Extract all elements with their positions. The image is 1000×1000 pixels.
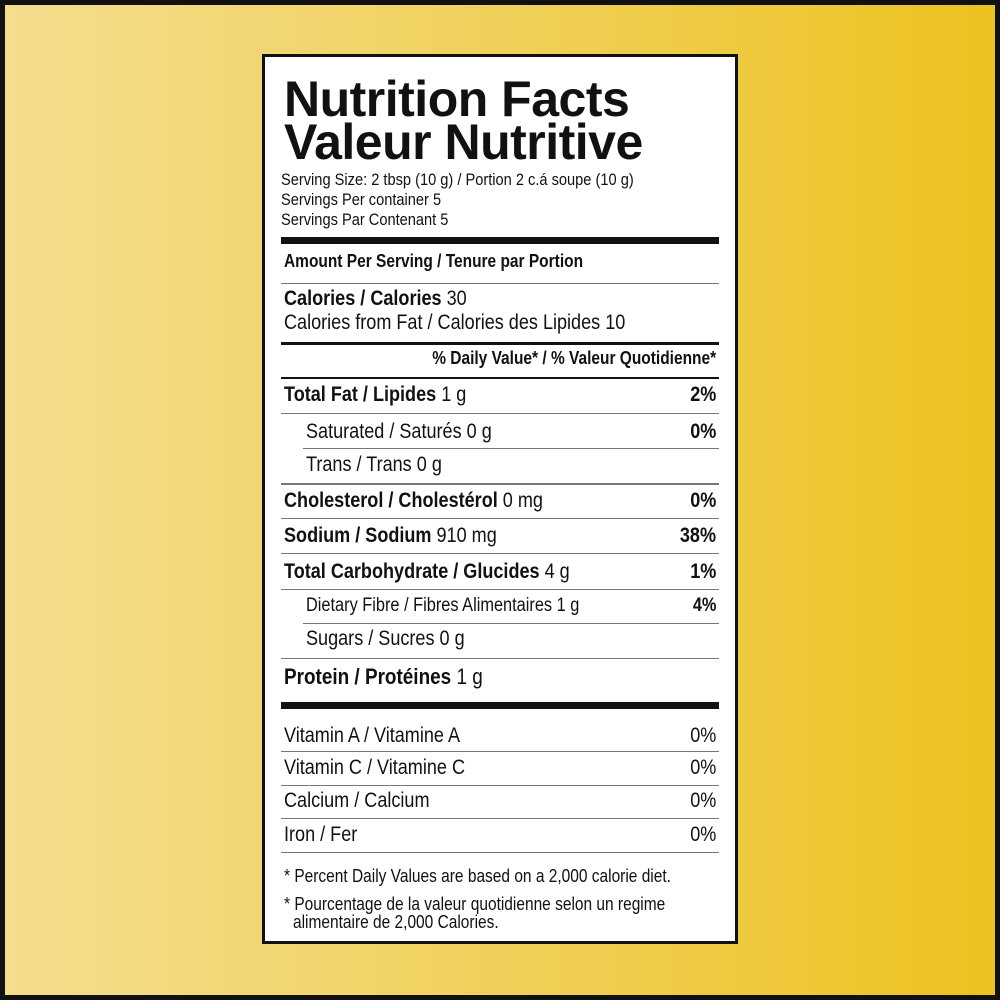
calories-label: Calories / Calories [284, 287, 442, 310]
divider [281, 283, 719, 284]
footnote-french-line1: * Pourcentage de la valeur quotidienne s… [284, 894, 666, 914]
nutrient-row-protein: Protein / Protéines 1 g [284, 664, 483, 689]
thick-divider [281, 702, 719, 709]
divider [281, 483, 719, 485]
divider [281, 553, 719, 554]
servings-per-container-fr: Servings Par Contenant 5 [281, 210, 449, 229]
calories-value: 30 [446, 287, 467, 310]
footnote-french-line2: alimentaire de 2,000 Calories. [293, 912, 499, 932]
divider [281, 413, 719, 414]
vitamin-row-iron: Iron / Fer 0% [284, 823, 716, 846]
nutrient-row-cholesterol: Cholesterol / Cholestérol 0 mg 0% [284, 489, 716, 512]
nutrient-row-saturated: Saturated / Saturés 0 g 0% [306, 420, 716, 443]
divider [281, 589, 719, 590]
daily-value-header: % Daily Value* / % Valeur Quotidienne* [432, 348, 716, 368]
thick-divider [281, 237, 719, 244]
footnote-english: * Percent Daily Values are based on a 2,… [284, 866, 671, 886]
divider [281, 377, 719, 379]
title-english: Nutrition Facts [284, 71, 630, 127]
divider [281, 852, 719, 853]
divider [281, 751, 719, 752]
divider [303, 623, 719, 624]
medium-divider [281, 342, 719, 345]
nutrient-row-total-carbohydrate: Total Carbohydrate / Glucides 4 g 1% [284, 560, 716, 583]
servings-per-container-en: Servings Per container 5 [281, 190, 442, 209]
nutrient-row-sodium: Sodium / Sodium 910 mg 38% [284, 524, 716, 547]
serving-size: Serving Size: 2 tbsp (10 g) / Portion 2 … [281, 170, 634, 189]
nutrient-row-trans: Trans / Trans 0 g [306, 453, 442, 476]
amount-per-serving: Amount Per Serving / Tenure par Portion [284, 251, 584, 271]
nutrition-facts-label: Nutrition Facts Valeur Nutritive Serving… [262, 54, 738, 944]
divider [281, 658, 719, 659]
divider [303, 448, 719, 449]
divider [281, 785, 719, 786]
nutrient-row-total-fat: Total Fat / Lipides 1 g 2% [284, 383, 716, 406]
vitamin-row-c: Vitamin C / Vitamine C 0% [284, 756, 716, 779]
divider [281, 818, 719, 819]
title-french: Valeur Nutritive [284, 114, 643, 170]
vitamin-row-a: Vitamin A / Vitamine A 0% [284, 724, 716, 747]
divider [281, 518, 719, 519]
vitamin-row-calcium: Calcium / Calcium 0% [284, 789, 716, 812]
calories-from-fat: Calories from Fat / Calories des Lipides… [284, 311, 626, 334]
nutrient-row-sugars: Sugars / Sucres 0 g [306, 627, 465, 650]
